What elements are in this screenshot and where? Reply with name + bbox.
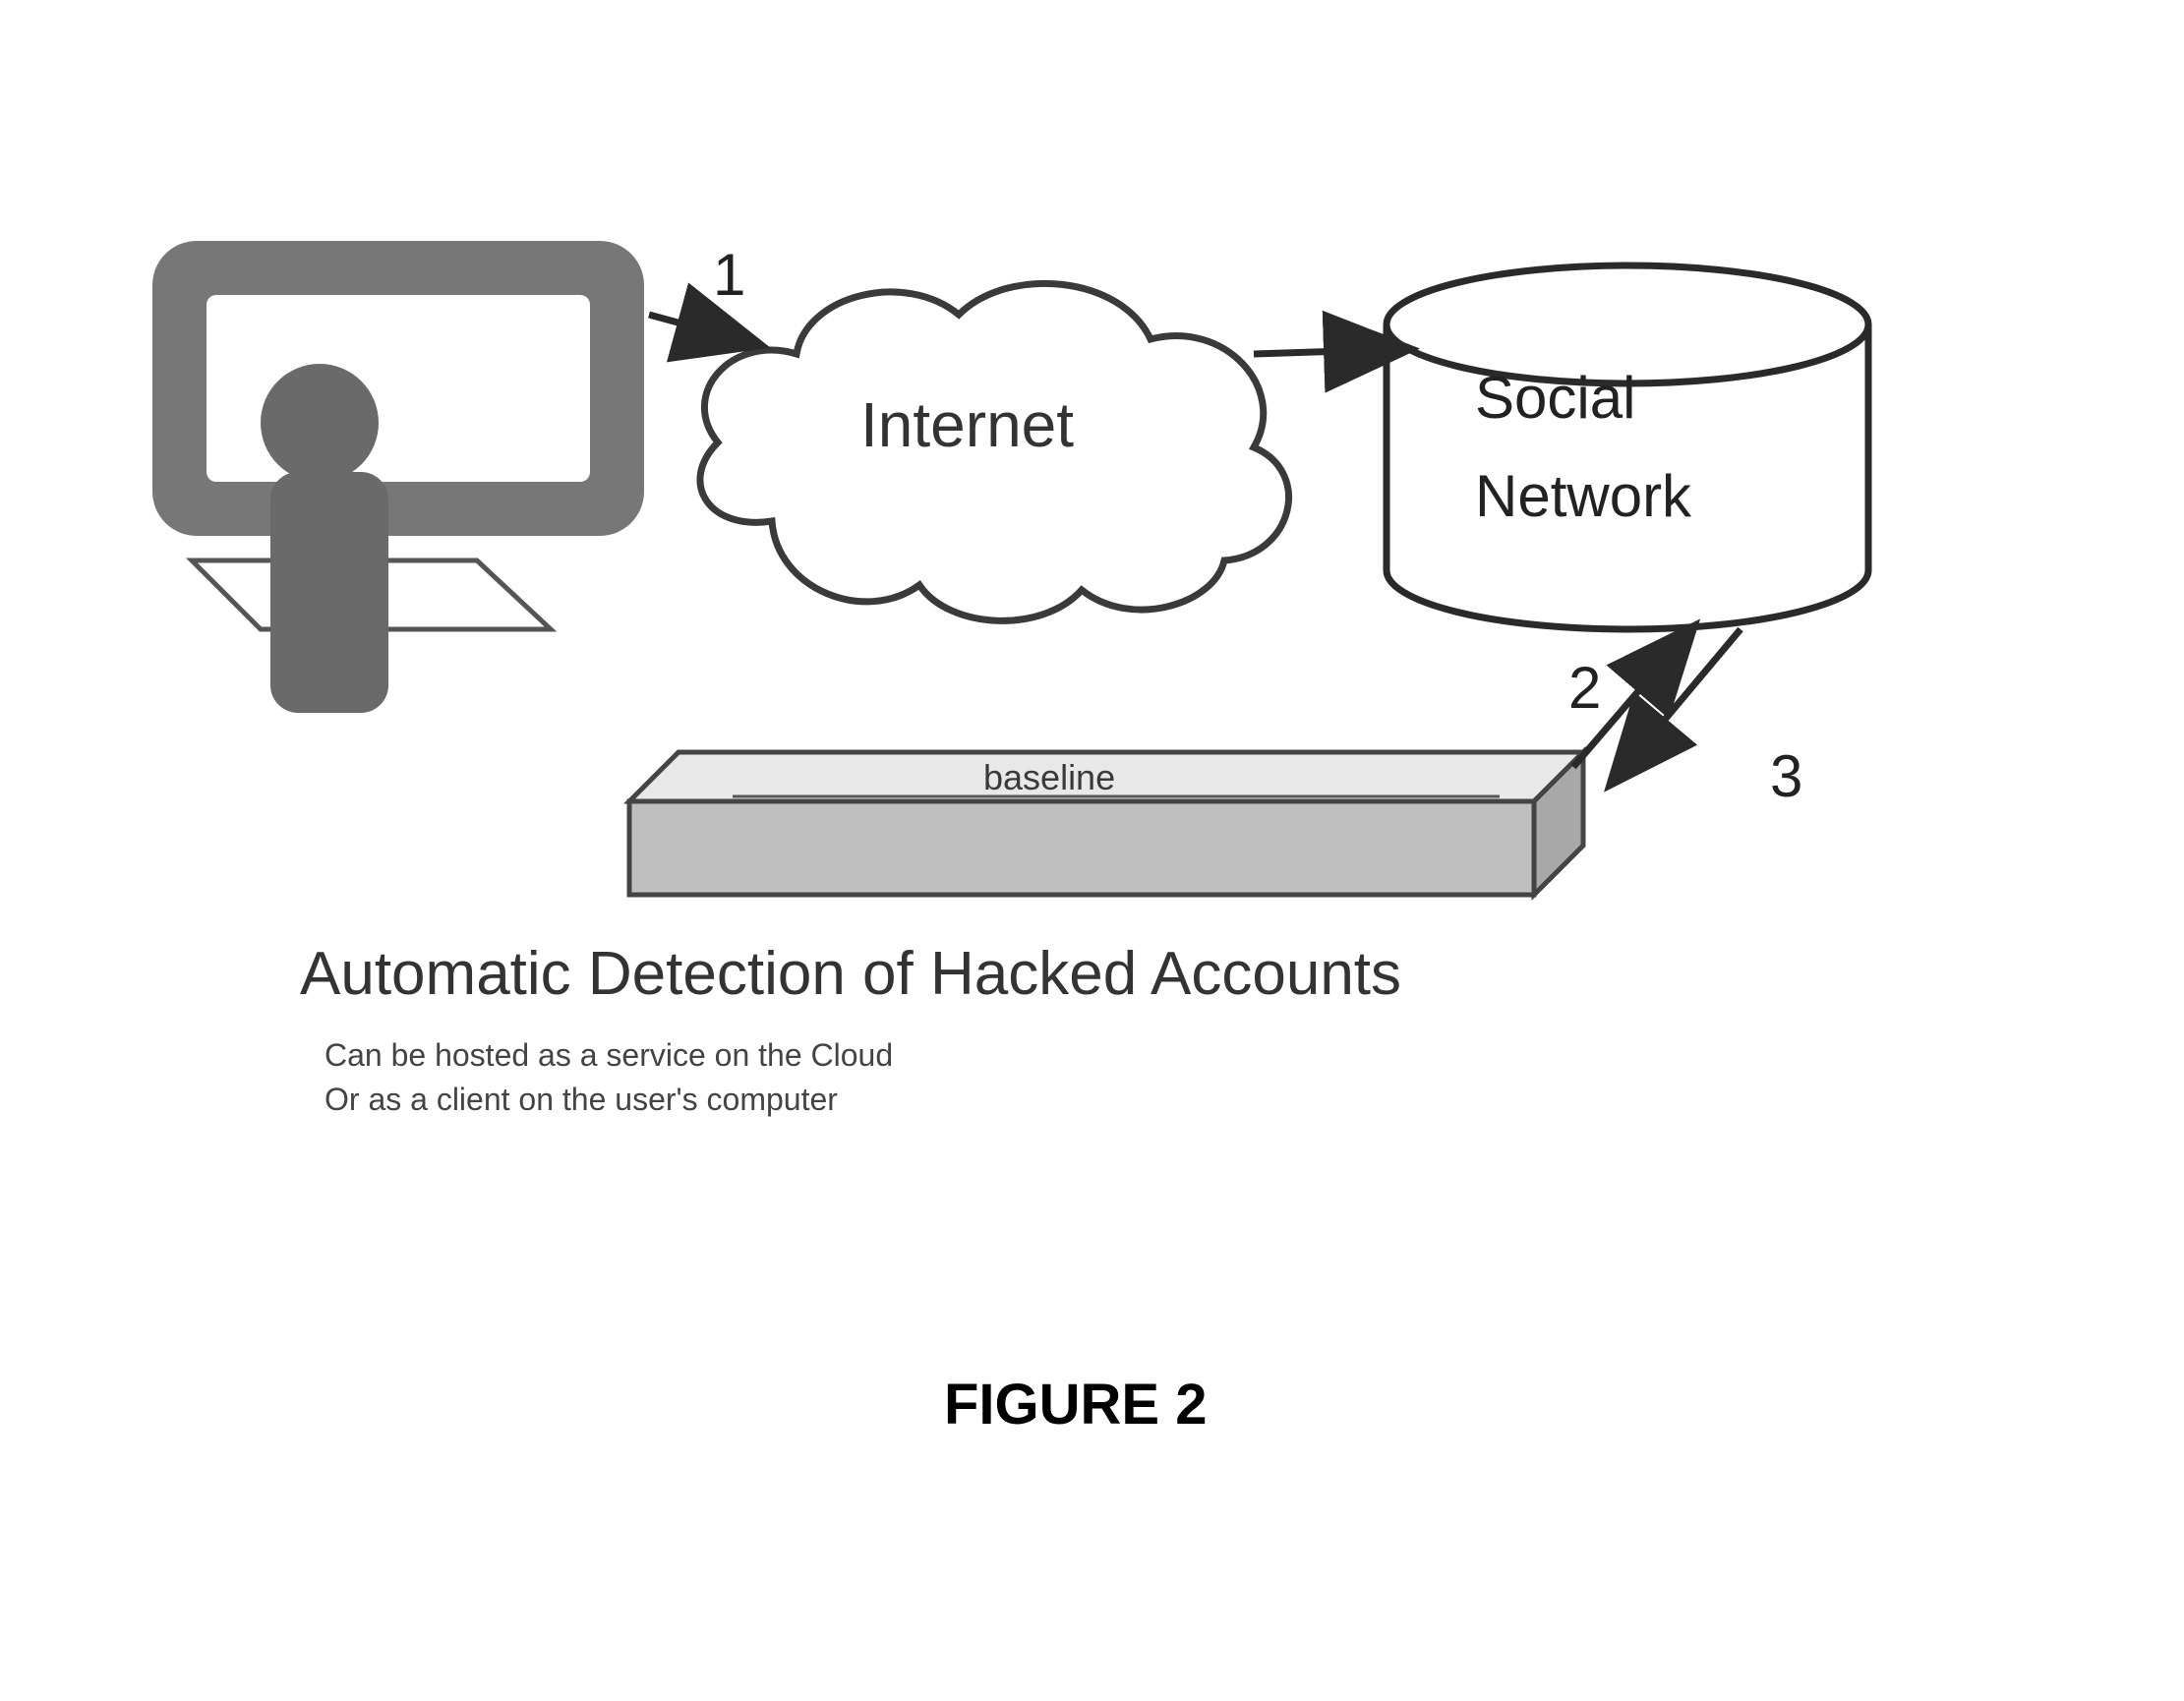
diagram-svg: [0, 0, 2184, 1701]
arrow-1b: [1254, 349, 1406, 354]
arrow-3: [1613, 629, 1741, 782]
number-3: 3: [1770, 742, 1802, 810]
baseline-front: [629, 801, 1534, 895]
figure-subtitle-2: Or as a client on the user's computer: [325, 1082, 838, 1118]
figure-subtitle-1: Can be hosted as a service on the Cloud: [325, 1037, 893, 1074]
number-2: 2: [1568, 654, 1601, 722]
cloud-label: Internet: [860, 388, 1074, 461]
monitor-screen: [207, 295, 590, 482]
figure-canvas: Internet Social Network baseline 1 2 3 A…: [0, 0, 2184, 1701]
figure-caption: FIGURE 2: [944, 1372, 1208, 1437]
number-1: 1: [713, 241, 745, 309]
cylinder-label-2: Network: [1475, 462, 1691, 530]
arrow-1a: [649, 315, 757, 344]
person-body: [270, 472, 388, 713]
figure-title: Automatic Detection of Hacked Accounts: [300, 939, 1401, 1009]
cylinder-label-1: Social: [1475, 364, 1635, 432]
person-head: [261, 364, 379, 482]
baseline-label: baseline: [983, 757, 1115, 798]
